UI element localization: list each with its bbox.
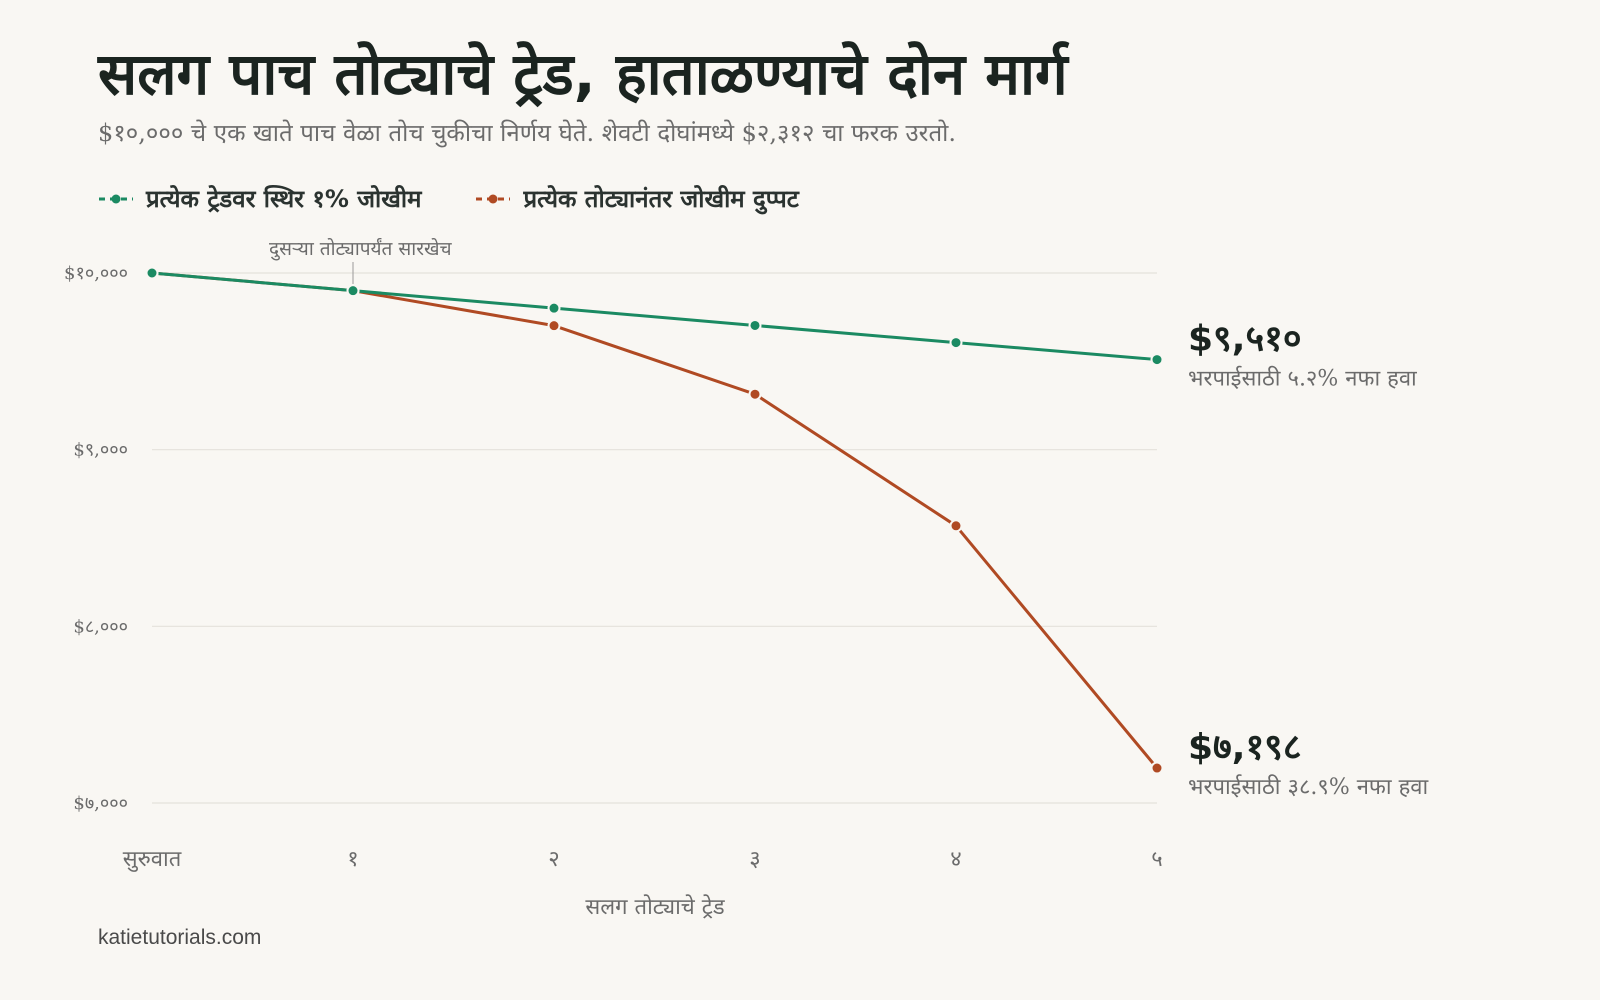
end-note-label: भरपाईसाठी ३८.९% नफा हवा [1188,774,1428,800]
x-tick-label: ३ [749,847,760,872]
end-value-label: $९,५१० [1188,319,1302,360]
data-point-constant-risk [748,318,762,332]
legend-item-doubling-risk: प्रत्येक तोट्यानंतर जोखीम दुप्पट [475,182,799,215]
data-point-constant-risk [346,284,360,298]
y-tick-label: $१०,००० [64,263,128,284]
annotation-text: दुसऱ्या तोट्यापर्यंत सारखेच [269,237,453,261]
end-note-label: भरपाईसाठी ५.२% नफा हवा [1188,366,1417,392]
y-tick-label: $९,००० [73,440,128,461]
legend-label-doubling-risk: प्रत्येक तोट्यानंतर जोखीम दुप्पट [523,185,799,213]
data-point-constant-risk [145,266,159,280]
x-tick-label: ४ [950,847,961,872]
legend-item-constant-risk: प्रत्येक ट्रेडवर स्थिर १% जोखीम [98,182,421,215]
data-point-doubling-risk [547,319,561,333]
data-point-doubling-risk [1150,761,1164,775]
y-tick-label: $८,००० [73,616,128,637]
x-tick-label: २ [548,847,559,872]
x-tick-label: सुरुवात [123,847,182,872]
data-point-doubling-risk [949,519,963,533]
x-tick-label: ५ [1151,847,1162,872]
legend-label-constant-risk: प्रत्येक ट्रेडवर स्थिर १% जोखीम [146,185,422,213]
end-value-label: $७,१९८ [1188,727,1302,768]
chart-subtitle: $१०,००० चे एक खाते पाच वेळा तोच चुकीचा न… [98,119,957,147]
chart-title: सलग पाच तोट्याचे ट्रेड, हाताळण्याचे दोन … [98,40,1068,108]
y-tick-label: $७,००० [73,793,128,814]
line-chart: $१०,००० $९,००० $८,००० $७,००० सुरुवात १ २ ३ ४ ५ सलग… [64,237,1428,920]
legend-swatch-constant-risk [99,194,133,203]
x-tick-label: १ [347,847,358,872]
source-credit: katietutorials.com [98,926,262,949]
x-axis-title: सलग तोट्याचे ट्रेड [585,894,724,920]
data-point-constant-risk [949,336,963,350]
series-line-constant-risk [151,271,1158,362]
data-point-constant-risk [1150,353,1164,367]
data-point-doubling-risk [748,387,762,401]
data-point-constant-risk [547,301,561,315]
legend-swatch-doubling-risk [476,194,511,203]
legend: प्रत्येक ट्रेडवर स्थिर १% जोखीम प्रत्येक… [98,182,799,215]
